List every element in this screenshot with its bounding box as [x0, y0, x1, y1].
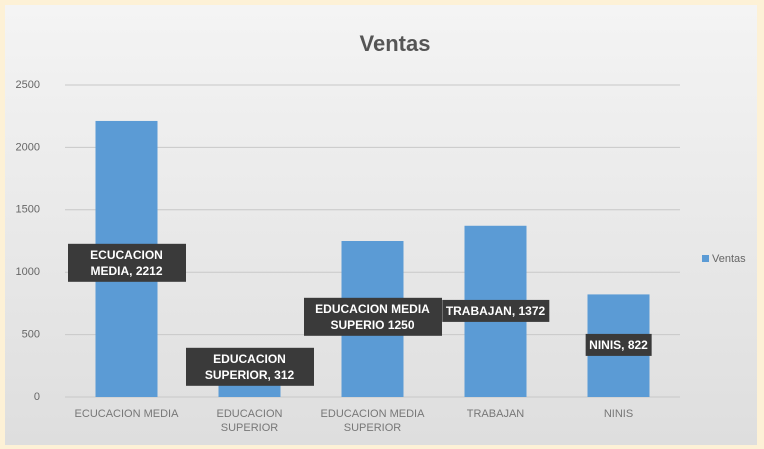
y-tick-label: 500: [22, 329, 40, 341]
y-tick-label: 0: [34, 391, 40, 403]
y-tick-label: 2500: [16, 79, 40, 91]
data-label: EDUCACION MEDIA SUPERIO 1250: [303, 297, 442, 337]
data-label: ECUCACION MEDIA, 2212: [67, 243, 186, 283]
x-tick-label: NINIS: [603, 408, 634, 420]
data-label: NINIS, 822: [585, 333, 652, 357]
legend-swatch: [702, 255, 709, 262]
x-tick-label: EDUCACION MEDIA SUPERIOR: [320, 408, 425, 435]
y-tick-label: 1000: [16, 266, 40, 278]
y-tick-label: 1500: [16, 204, 40, 216]
chart-title: Ventas: [360, 31, 431, 56]
legend-label: Ventas: [712, 253, 746, 265]
x-tick-label: TRABAJAN: [466, 408, 525, 420]
chart: Ventas 0 500 1000 1500 2000 2500 Ventas: [16, 31, 747, 403]
x-tick-label: EDUCACION SUPERIOR: [216, 408, 283, 435]
chart-frame: Ventas 0 500 1000 1500 2000 2500 Ventas ECUCAC…: [5, 5, 757, 445]
data-label: TRABAJAN, 1372: [441, 299, 550, 323]
data-label: EDUCACION SUPERIOR, 312: [185, 347, 314, 387]
x-tick-label: ECUCACION MEDIA: [74, 408, 179, 420]
y-tick-label: 2000: [16, 141, 40, 153]
